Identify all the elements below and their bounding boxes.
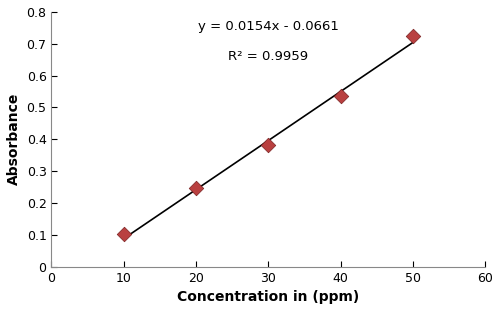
Text: R² = 0.9959: R² = 0.9959 xyxy=(228,50,308,63)
Point xyxy=(409,34,417,39)
Text: y = 0.0154x - 0.0661: y = 0.0154x - 0.0661 xyxy=(198,20,338,33)
X-axis label: Concentration in (ppm): Concentration in (ppm) xyxy=(177,290,360,304)
Point xyxy=(336,94,344,99)
Point xyxy=(192,186,200,191)
Y-axis label: Absorbance: Absorbance xyxy=(7,93,21,185)
Point xyxy=(264,143,272,148)
Point xyxy=(120,232,128,237)
